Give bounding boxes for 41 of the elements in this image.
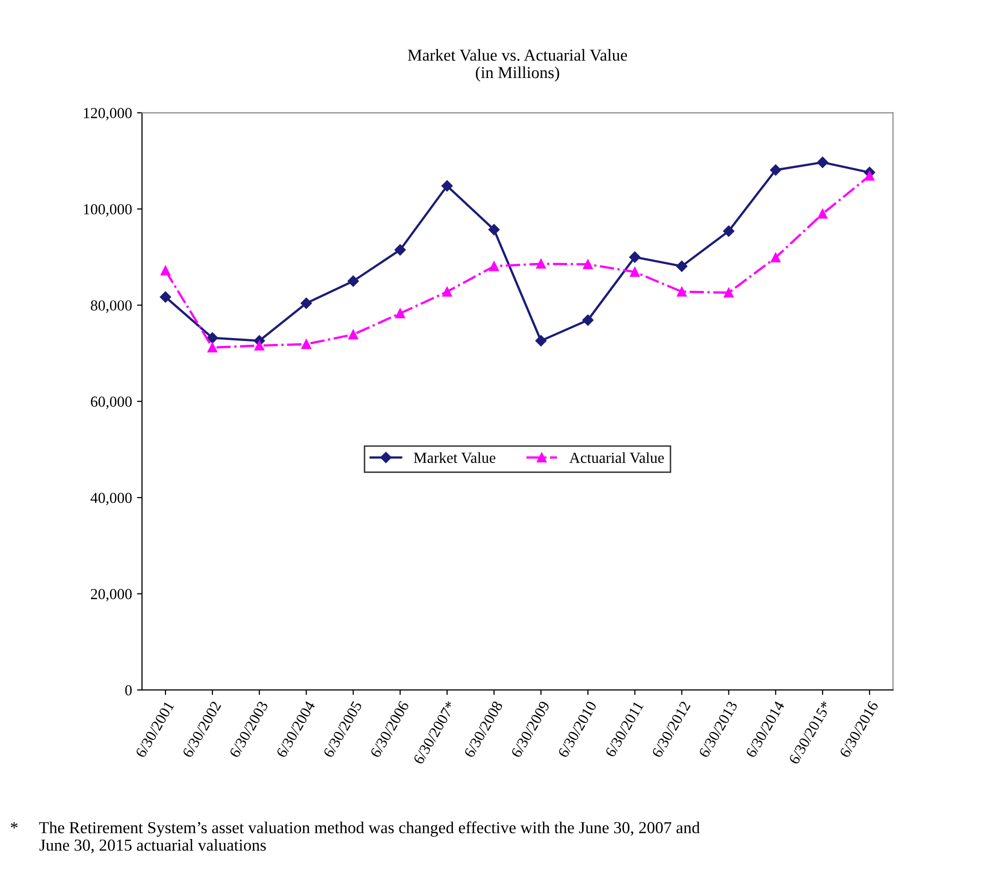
point: [676, 260, 688, 272]
point: [395, 308, 406, 318]
point: [489, 261, 499, 272]
point: [536, 258, 546, 269]
text: * The Retirement System’s asset valuation method was changed effective with the June 30, 2007 and June 30, 2015 actuarial valuations: [10, 821, 700, 854]
point: [816, 156, 828, 168]
point: [254, 340, 264, 350]
point: [818, 208, 828, 219]
point: [160, 266, 170, 276]
point: [160, 291, 172, 303]
point: [348, 276, 359, 287]
point: [629, 251, 640, 263]
point: [630, 267, 640, 277]
point: [676, 286, 687, 297]
point: [770, 164, 782, 176]
y-tick-label: 80,000: [90, 300, 132, 313]
point: [348, 330, 358, 340]
chart-title: Market Value vs. Actuarial Value (in Millions): [408, 49, 627, 82]
point: [583, 259, 593, 270]
y-tick-label: 120,000: [84, 108, 132, 120]
point: [535, 335, 547, 346]
y-tick-label: 60,000: [90, 396, 132, 410]
y-tick-label: 0: [125, 685, 132, 696]
point: [394, 244, 406, 256]
y-tick-label: 40,000: [90, 492, 132, 506]
point: [206, 332, 218, 344]
point: [442, 286, 452, 297]
legend-label: Market Value: [414, 452, 496, 464]
point: [723, 225, 734, 237]
point: [582, 314, 594, 326]
point: [208, 342, 218, 352]
y-tick-label: 20,000: [90, 588, 132, 602]
point: [770, 252, 781, 262]
y-tick-label: 100,000: [84, 204, 132, 217]
legend-label: Actuarial Value: [569, 452, 664, 464]
point: [441, 180, 453, 192]
point: [301, 339, 312, 349]
point: [488, 224, 500, 236]
point: [864, 170, 874, 181]
point: [300, 298, 312, 309]
point: [724, 288, 734, 298]
